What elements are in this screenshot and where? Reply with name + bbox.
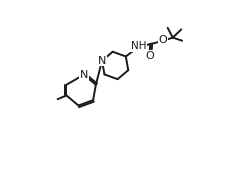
Text: N: N (98, 56, 106, 66)
Text: N: N (80, 70, 88, 80)
Text: O: O (159, 35, 167, 45)
Text: NH: NH (131, 41, 146, 51)
Text: O: O (145, 51, 154, 61)
